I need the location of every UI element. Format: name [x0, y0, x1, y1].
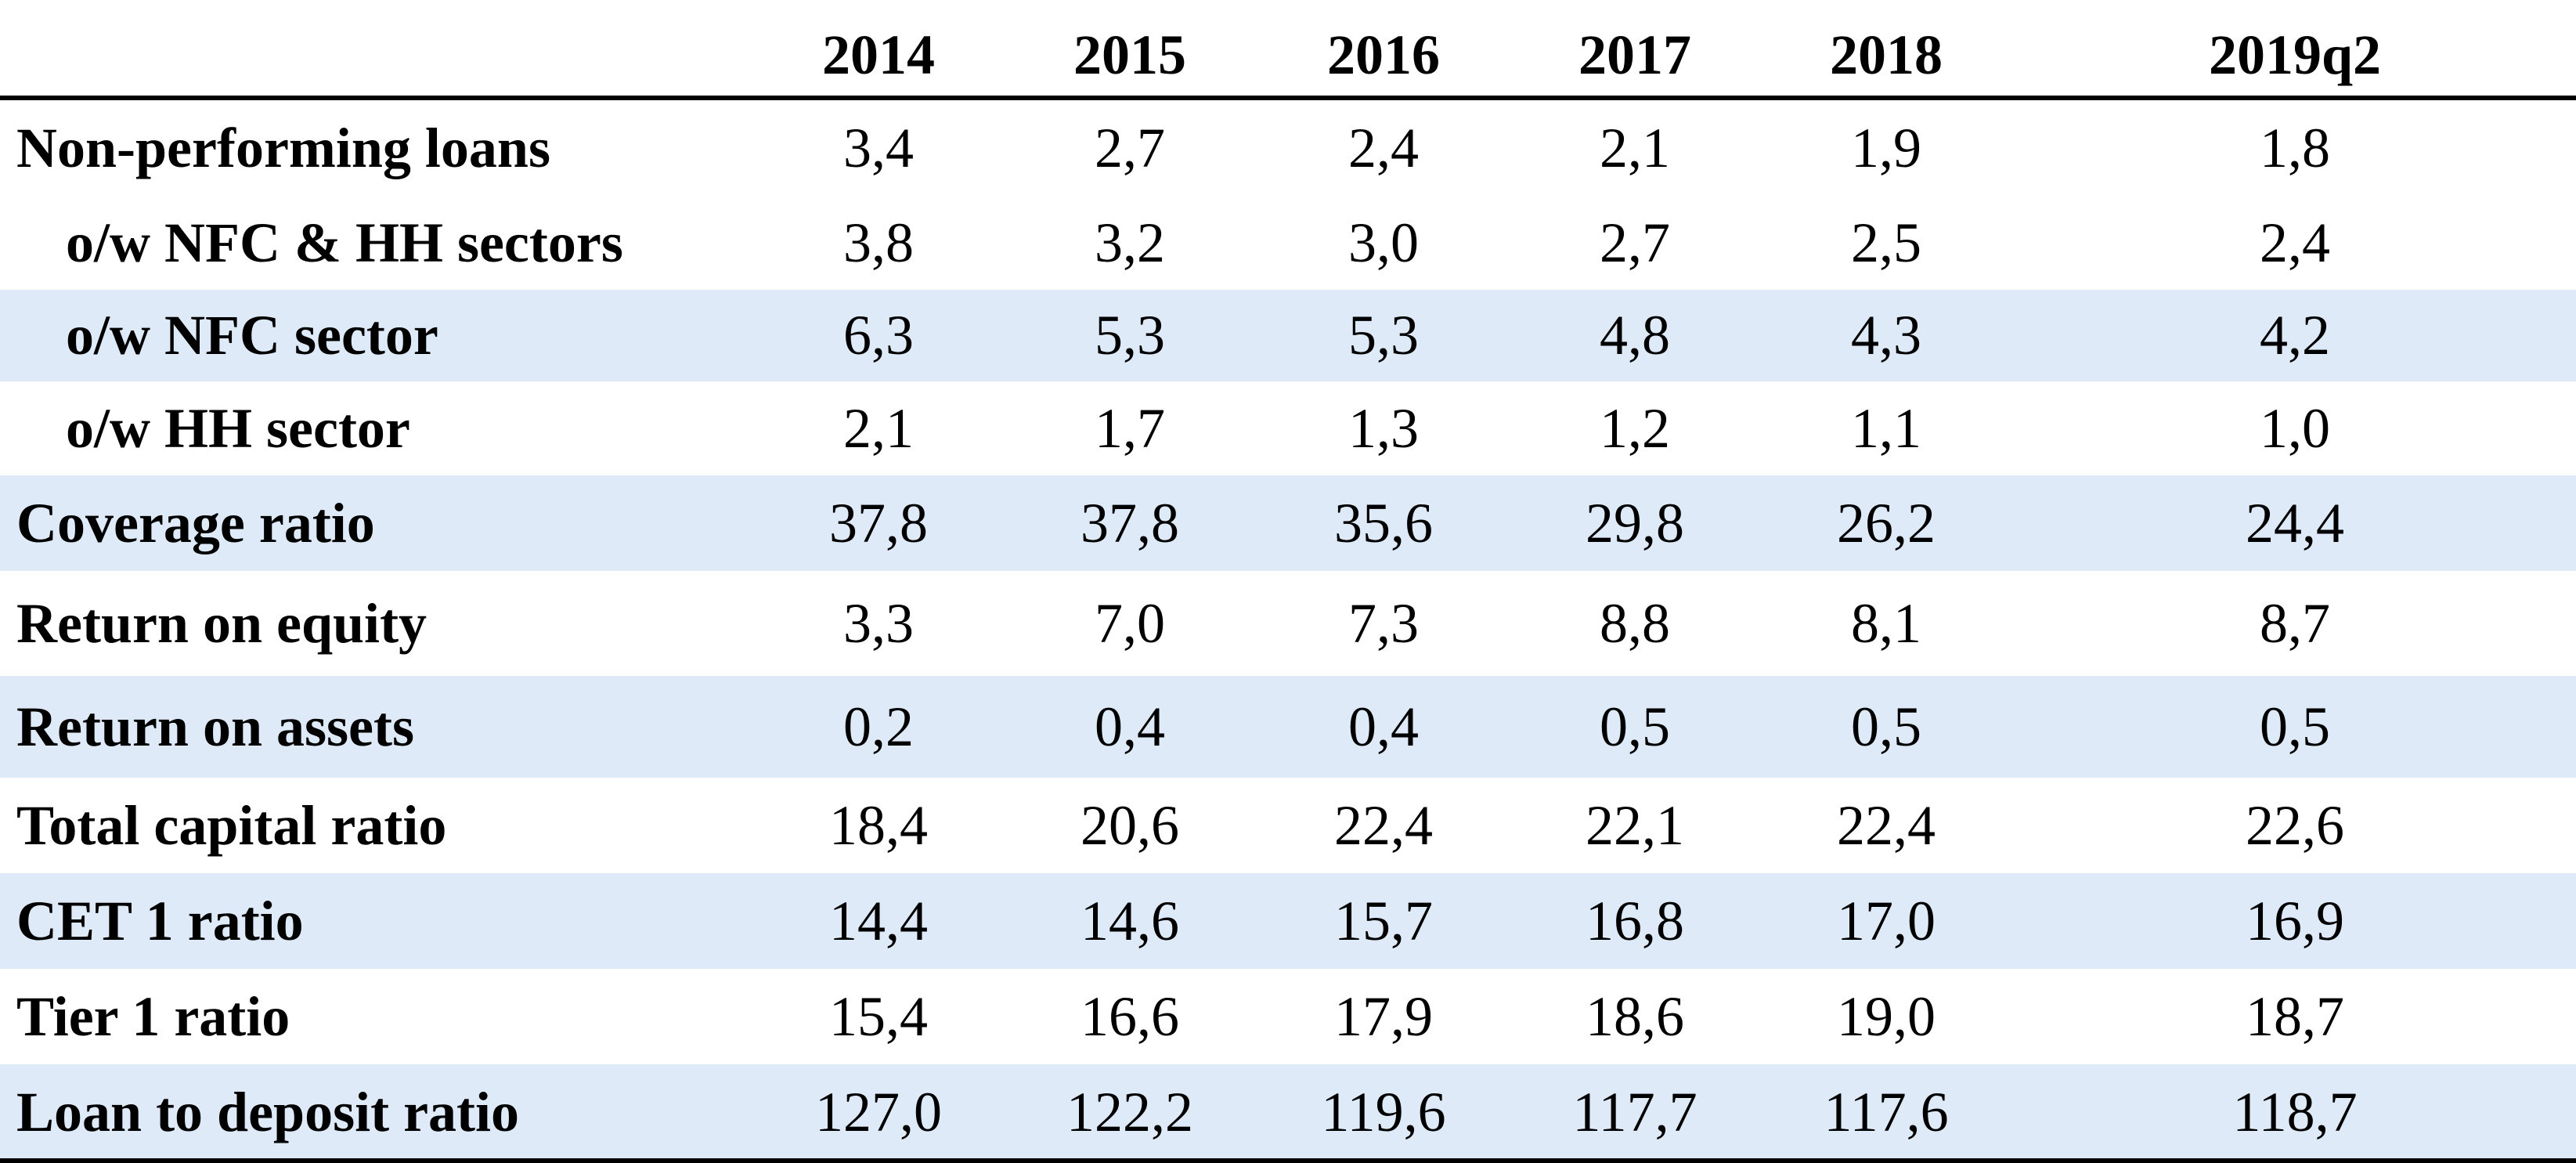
value-cell: 2,4	[1348, 116, 1419, 179]
row-label: Return on equity	[16, 591, 428, 655]
row-label: o/w NFC sector	[66, 304, 438, 367]
value-cell: 3,0	[1348, 211, 1419, 274]
value-cell: 37,8	[1081, 491, 1179, 554]
value-cell: 29,8	[1586, 491, 1684, 554]
value-cell: 35,6	[1334, 491, 1433, 554]
table-row: o/w NFC sector 6,3 5,3 5,3 4,8 4,3 4,2	[0, 290, 2576, 381]
row-label: Return on assets	[16, 695, 415, 758]
value-cell: 22,4	[1837, 793, 1936, 857]
table-row: Return on equity 3,3 7,0 7,3 8,8 8,1 8,7	[0, 571, 2576, 676]
table-row: Return on assets 0,2 0,4 0,4 0,5 0,5 0,5	[0, 676, 2576, 778]
value-cell: 119,6	[1321, 1080, 1446, 1143]
value-cell: 4,2	[2260, 304, 2330, 367]
value-cell: 127,0	[815, 1080, 942, 1143]
value-cell: 3,3	[843, 591, 914, 655]
column-header: 2017	[1578, 23, 1691, 86]
column-header: 2018	[1830, 23, 1943, 86]
value-cell: 18,4	[829, 793, 928, 857]
value-cell: 0,5	[1851, 695, 1921, 758]
value-cell: 8,1	[1851, 591, 1921, 655]
row-label: Loan to deposit ratio	[16, 1080, 520, 1143]
table-row: o/w NFC & HH sectors 3,8 3,2 3,0 2,7 2,5 2,4	[0, 196, 2576, 290]
value-cell: 1,1	[1851, 396, 1921, 460]
value-cell: 117,7	[1572, 1080, 1697, 1143]
value-cell: 1,7	[1095, 396, 1165, 460]
table-row: Non-performing loans 3,4 2,7 2,4 2,1 1,9 1,8	[0, 100, 2576, 196]
value-cell: 3,4	[843, 116, 914, 179]
header-rule	[0, 96, 2576, 100]
value-cell: 1,9	[1851, 116, 1921, 179]
value-cell: 2,7	[1095, 116, 1165, 179]
value-cell: 7,0	[1095, 591, 1165, 655]
value-cell: 14,6	[1081, 889, 1179, 952]
value-cell: 16,6	[1081, 984, 1179, 1048]
value-cell: 1,3	[1348, 396, 1419, 460]
row-label: Coverage ratio	[16, 491, 375, 554]
table-row: Total capital ratio 18,4 20,6 22,4 22,1 22,4 2…	[0, 778, 2576, 873]
value-cell: 2,4	[2260, 211, 2330, 274]
value-cell: 18,6	[1586, 984, 1684, 1048]
value-cell: 24,4	[2246, 491, 2344, 554]
value-cell: 3,8	[843, 211, 914, 274]
value-cell: 26,2	[1837, 491, 1936, 554]
value-cell: 17,0	[1837, 889, 1936, 952]
value-cell: 5,3	[1095, 304, 1165, 367]
column-header: 2019q2	[2208, 23, 2382, 86]
value-cell: 2,1	[843, 396, 914, 460]
table-row: CET 1 ratio 14,4 14,6 15,7 16,8 17,0 16,9	[0, 873, 2576, 969]
value-cell: 15,7	[1334, 889, 1433, 952]
value-cell: 16,8	[1586, 889, 1684, 952]
value-cell: 22,6	[2246, 793, 2344, 857]
row-label: o/w NFC & HH sectors	[66, 211, 623, 274]
value-cell: 0,5	[2260, 695, 2330, 758]
value-cell: 20,6	[1081, 793, 1179, 857]
value-cell: 14,4	[829, 889, 928, 952]
value-cell: 1,8	[2260, 116, 2330, 179]
column-header: 2016	[1327, 23, 1440, 86]
row-label: Non-performing loans	[16, 116, 550, 179]
value-cell: 22,1	[1586, 793, 1684, 857]
value-cell: 37,8	[829, 491, 928, 554]
value-cell: 2,5	[1851, 211, 1921, 274]
column-header: 2014	[822, 23, 935, 86]
value-cell: 1,2	[1600, 396, 1670, 460]
value-cell: 0,4	[1095, 695, 1165, 758]
row-label: o/w HH sector	[66, 396, 410, 460]
value-cell: 8,8	[1600, 591, 1670, 655]
bottom-rule	[0, 1158, 2576, 1163]
value-cell: 6,3	[843, 304, 914, 367]
value-cell: 8,7	[2260, 591, 2330, 655]
table-row: Tier 1 ratio 15,4 16,6 17,9 18,6 19,0 18,7	[0, 969, 2576, 1064]
row-label: CET 1 ratio	[16, 889, 304, 952]
value-cell: 2,7	[1600, 211, 1670, 274]
value-cell: 22,4	[1334, 793, 1433, 857]
table-row: Coverage ratio 37,8 37,8 35,6 29,8 26,2 24,4	[0, 475, 2576, 571]
value-cell: 17,9	[1334, 984, 1433, 1048]
row-label: Total capital ratio	[16, 793, 447, 857]
table-row: Loan to deposit ratio 127,0 122,2 119,6 117,…	[0, 1064, 2576, 1160]
column-header: 2015	[1073, 23, 1186, 86]
value-cell: 122,2	[1066, 1080, 1193, 1143]
value-cell: 2,1	[1600, 116, 1670, 179]
value-cell: 0,2	[843, 695, 914, 758]
value-cell: 5,3	[1348, 304, 1419, 367]
value-cell: 1,0	[2260, 396, 2330, 460]
value-cell: 18,7	[2246, 984, 2344, 1048]
value-cell: 0,5	[1600, 695, 1670, 758]
value-cell: 16,9	[2246, 889, 2344, 952]
row-label: Tier 1 ratio	[16, 984, 290, 1048]
value-cell: 118,7	[2232, 1080, 2358, 1143]
value-cell: 117,6	[1824, 1080, 1949, 1143]
table-row: o/w HH sector 2,1 1,7 1,3 1,2 1,1 1,0	[0, 381, 2576, 475]
value-cell: 7,3	[1348, 591, 1419, 655]
value-cell: 4,8	[1600, 304, 1670, 367]
value-cell: 0,4	[1348, 695, 1419, 758]
header-row: 2014 2015 2016 2017 2018 2019q2	[0, 0, 2576, 102]
value-cell: 3,2	[1095, 211, 1165, 274]
value-cell: 19,0	[1837, 984, 1936, 1048]
value-cell: 15,4	[829, 984, 928, 1048]
value-cell: 4,3	[1851, 304, 1921, 367]
